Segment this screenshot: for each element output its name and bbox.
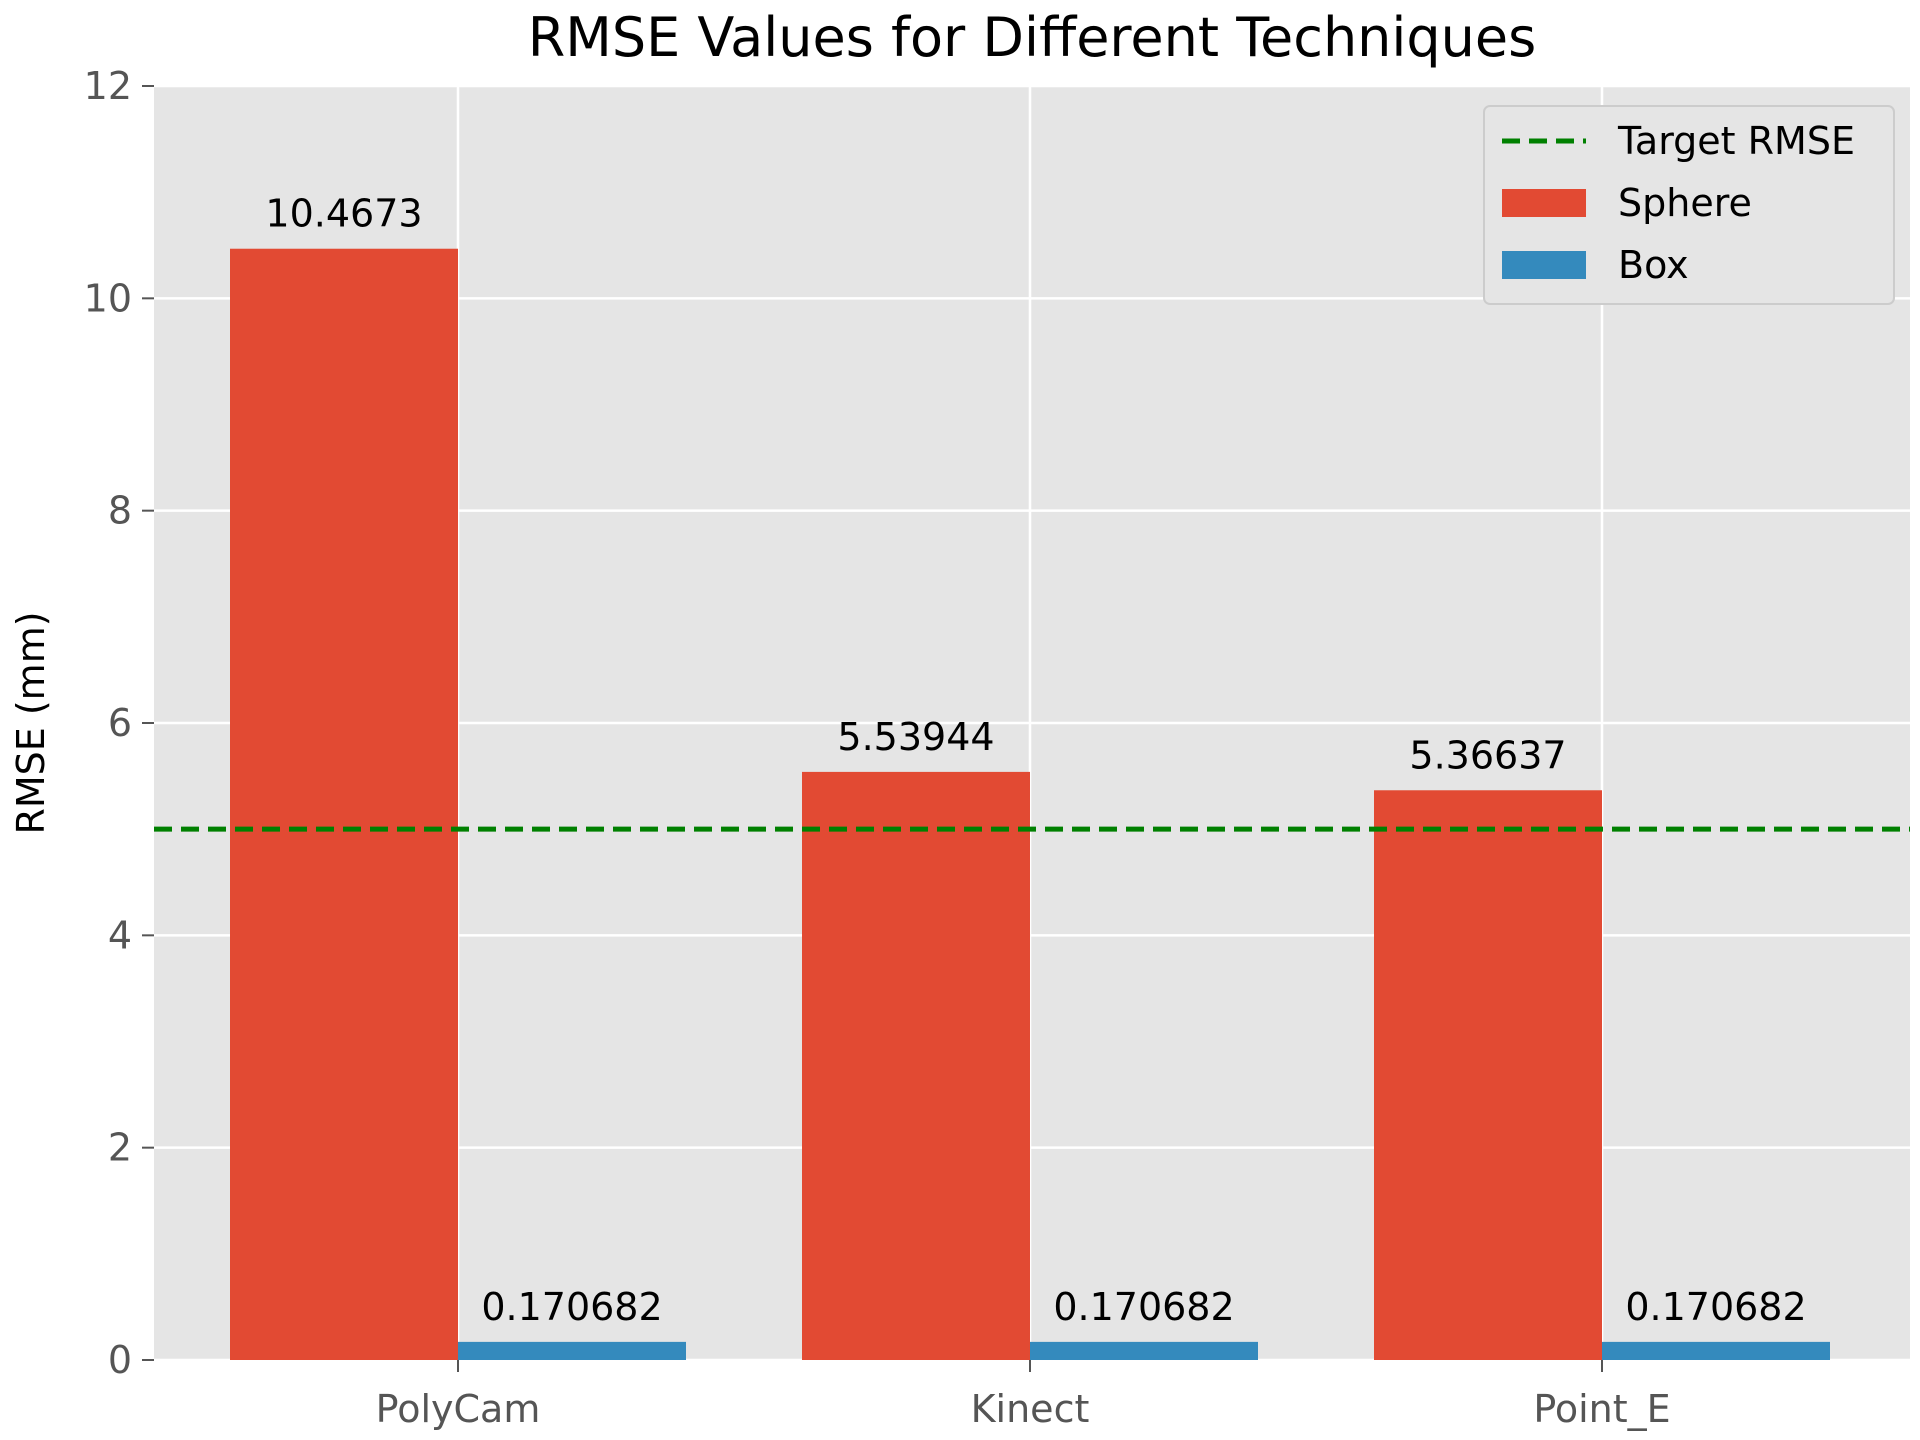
bar-label-box-polycam: 0.170682 (481, 1285, 662, 1329)
legend-label-target-rmse: Target RMSE (1617, 119, 1855, 163)
bars (230, 248, 1830, 1360)
y-axis: 0 2 4 6 8 10 12 (84, 64, 154, 1382)
bar-box-point-e (1602, 1341, 1830, 1360)
legend-label-sphere: Sphere (1618, 181, 1752, 225)
y-axis-title: RMSE (mm) (9, 611, 53, 834)
y-tick-label: 10 (84, 276, 132, 320)
x-tick-label-point-e: Point_E (1533, 1387, 1670, 1431)
legend-box (1483, 105, 1895, 305)
bar-box-polycam (458, 1341, 686, 1360)
x-axis: PolyCam Kinect Point_E (376, 1360, 1671, 1431)
legend-label-box: Box (1618, 243, 1689, 287)
bar-sphere-kinect (802, 771, 1030, 1360)
legend-swatch-sphere (1502, 189, 1586, 217)
bar-label-box-kinect: 0.170682 (1053, 1285, 1234, 1329)
bar-box-kinect (1030, 1341, 1258, 1360)
y-tick-label: 4 (108, 913, 132, 957)
x-tick-label-kinect: Kinect (971, 1387, 1090, 1431)
bar-label-sphere-kinect: 5.53944 (837, 715, 994, 759)
y-tick-label: 8 (108, 489, 132, 533)
chart-title: RMSE Values for Different Techniques (528, 6, 1537, 69)
bar-sphere-polycam (230, 248, 458, 1360)
bar-labels: 10.4673 5.53944 5.36637 0.170682 0.170682 0.1… (265, 192, 1806, 1329)
bar-label-sphere-polycam: 10.4673 (265, 192, 422, 236)
x-tick-label-polycam: PolyCam (376, 1387, 541, 1431)
bar-label-box-point-e: 0.170682 (1625, 1285, 1806, 1329)
bar-sphere-point-e (1374, 790, 1602, 1360)
y-tick-label: 6 (108, 701, 132, 745)
legend-swatch-box (1502, 251, 1586, 279)
legend: Target RMSE Sphere Box (1483, 105, 1895, 305)
y-tick-label: 12 (84, 64, 132, 108)
y-tick-label: 2 (108, 1126, 132, 1170)
bar-label-sphere-point-e: 5.36637 (1409, 733, 1566, 777)
y-tick-label: 0 (108, 1338, 132, 1382)
